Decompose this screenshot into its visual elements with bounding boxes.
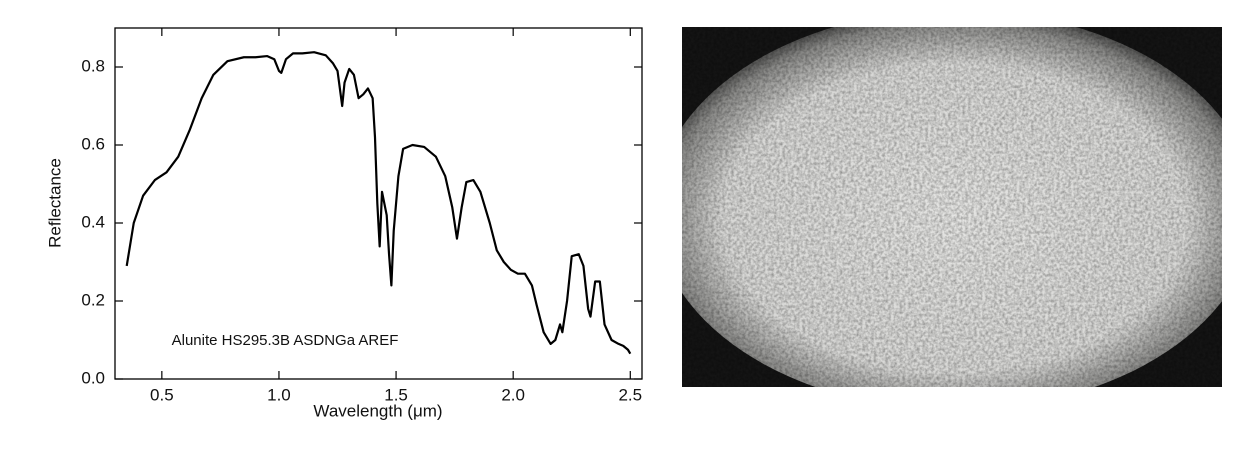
y-tick-label: 0.2: [81, 290, 105, 309]
plot-frame: [114, 27, 643, 380]
x-tick-label: 1.0: [267, 385, 291, 404]
y-tick-label: 0.4: [81, 212, 105, 231]
annotation: Alunite HS295.3B ASDNGa AREF: [172, 332, 399, 349]
x-axis-label: Wavelength (μm): [313, 401, 442, 420]
y-axis-label: Reflectance: [45, 158, 64, 248]
x-tick-label: 1.5: [384, 385, 408, 404]
y-tick-label: 0.0: [81, 368, 105, 387]
photo: [682, 27, 1222, 387]
x-tick-label: 0.5: [150, 385, 174, 404]
spectrum-line: [125, 51, 632, 355]
y-tick-label: 0.6: [81, 134, 105, 153]
y-tick-label: 0.8: [81, 56, 105, 75]
x-tick-label: 2.5: [618, 385, 642, 404]
x-tick-label: 2.0: [501, 385, 525, 404]
